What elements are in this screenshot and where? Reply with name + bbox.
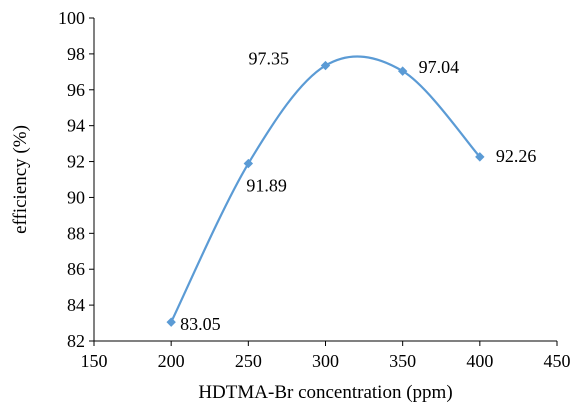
y-tick-label: 96 — [67, 80, 85, 100]
y-tick-label: 88 — [67, 223, 85, 243]
x-tick-label: 300 — [312, 351, 339, 371]
data-label: 97.04 — [419, 57, 460, 77]
y-tick-label: 100 — [58, 8, 85, 28]
y-tick-label: 94 — [67, 116, 85, 136]
data-label: 92.26 — [496, 146, 537, 166]
x-tick-label: 150 — [81, 351, 108, 371]
y-tick-label: 84 — [67, 295, 85, 315]
x-axis-title: HDTMA-Br concentration (ppm) — [198, 382, 452, 403]
data-point — [475, 152, 485, 162]
x-ticks: 150 200 250 300 350 400 450 — [81, 341, 571, 371]
x-tick-label: 450 — [544, 351, 571, 371]
data-markers — [166, 60, 485, 327]
y-ticks: 82 84 86 88 90 92 94 96 98 100 — [58, 8, 94, 351]
y-tick-label: 90 — [67, 187, 85, 207]
y-tick-label: 92 — [67, 152, 85, 172]
data-label: 91.89 — [246, 176, 286, 196]
x-tick-label: 350 — [389, 351, 416, 371]
data-point — [243, 158, 254, 169]
x-tick-label: 200 — [158, 351, 185, 371]
y-tick-label: 86 — [67, 259, 85, 279]
data-point — [320, 60, 331, 71]
data-labels: 83.05 91.89 97.35 97.04 92.26 — [180, 49, 536, 335]
data-label: 97.35 — [249, 49, 290, 69]
y-tick-label: 98 — [67, 44, 85, 64]
y-tick-label: 82 — [67, 331, 85, 351]
y-axis-title: efficiency (%) — [10, 125, 31, 234]
data-point — [166, 317, 176, 327]
x-tick-label: 400 — [466, 351, 493, 371]
x-tick-label: 250 — [235, 351, 262, 371]
series-line — [170, 55, 481, 323]
data-label: 83.05 — [180, 314, 221, 334]
data-point — [397, 66, 408, 76]
